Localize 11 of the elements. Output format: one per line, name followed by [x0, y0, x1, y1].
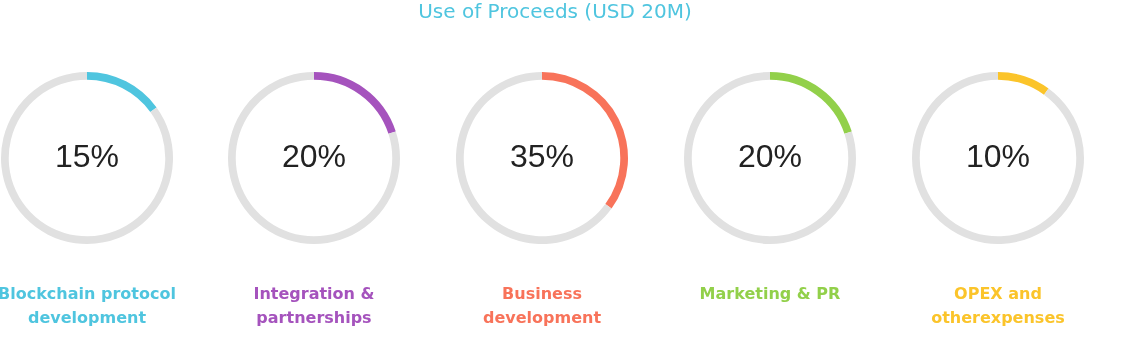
- text: Blockchain protocol development: [0, 283, 177, 329]
- data-label: 35%: [509, 137, 575, 174]
- text: Integration & partnerships: [252, 283, 376, 329]
- text: Marketing & PR: [698, 283, 842, 305]
- data-label: 20%: [737, 137, 803, 174]
- data-label: 15%: [54, 137, 120, 174]
- text: Use of Proceeds (USD 20M): [418, 0, 692, 23]
- data-label: 20%: [281, 137, 347, 174]
- text: Business development: [481, 283, 603, 329]
- text: OPEX and otherexpenses: [930, 283, 1066, 329]
- data-label: 10%: [965, 137, 1031, 174]
